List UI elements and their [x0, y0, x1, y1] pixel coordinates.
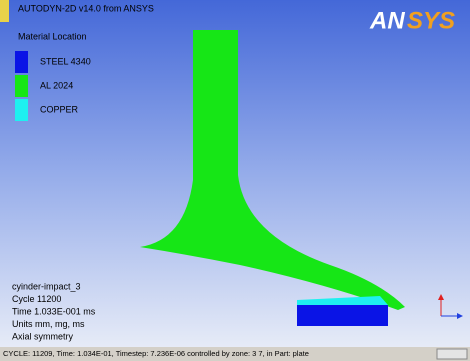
legend-swatch [15, 51, 28, 73]
plate [297, 305, 388, 326]
info-line: cyinder-impact_3 [12, 281, 81, 291]
legend-swatch [15, 99, 28, 121]
window-buttons[interactable] [437, 349, 467, 359]
info-line: Cycle 11200 [12, 294, 61, 304]
legend-label: STEEL 4340 [40, 56, 91, 66]
legend-swatch [15, 75, 28, 97]
info-line: Axial symmetry [12, 331, 74, 341]
corner-icon [0, 0, 9, 22]
screen: AUTODYN-2D v14.0 from ANSYS AN SYS Mater… [0, 0, 470, 361]
logo-right: SYS [407, 7, 455, 34]
status-text: CYCLE: 11209, Time: 1.034E-01, Timestep:… [3, 349, 309, 358]
logo-left: AN [369, 7, 405, 34]
window-title: AUTODYN-2D v14.0 from ANSYS [18, 3, 154, 13]
legend-title: Material Location [18, 31, 87, 41]
info-line: Units mm, mg, ms [12, 319, 85, 329]
legend-label: COPPER [40, 104, 79, 114]
legend-label: AL 2024 [40, 80, 73, 90]
info-line: Time 1.033E-001 ms [12, 306, 96, 316]
